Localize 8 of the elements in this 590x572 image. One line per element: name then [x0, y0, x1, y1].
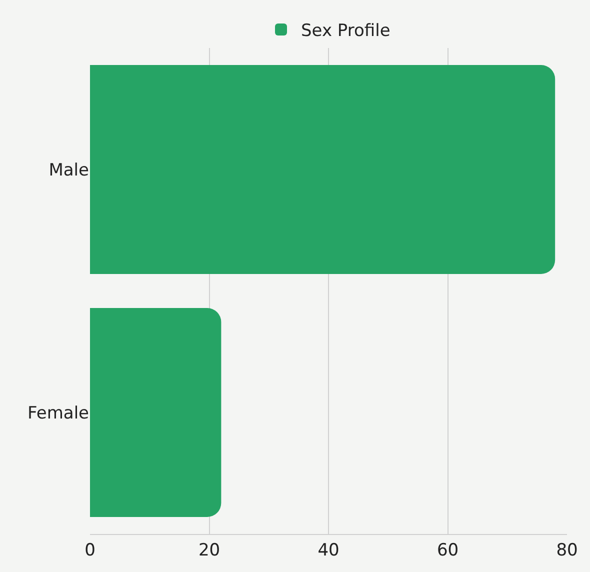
x-tick-label: 20	[198, 540, 220, 560]
x-tick-label: 80	[556, 540, 578, 560]
legend-label: Sex Profile	[301, 21, 390, 42]
x-tick-label: 0	[84, 540, 96, 560]
y-tick-label: Male	[48, 160, 89, 180]
y-tick-label: Female	[28, 403, 89, 424]
x-tick-label: 60	[436, 540, 459, 560]
x-tick-label: 40	[318, 540, 340, 560]
